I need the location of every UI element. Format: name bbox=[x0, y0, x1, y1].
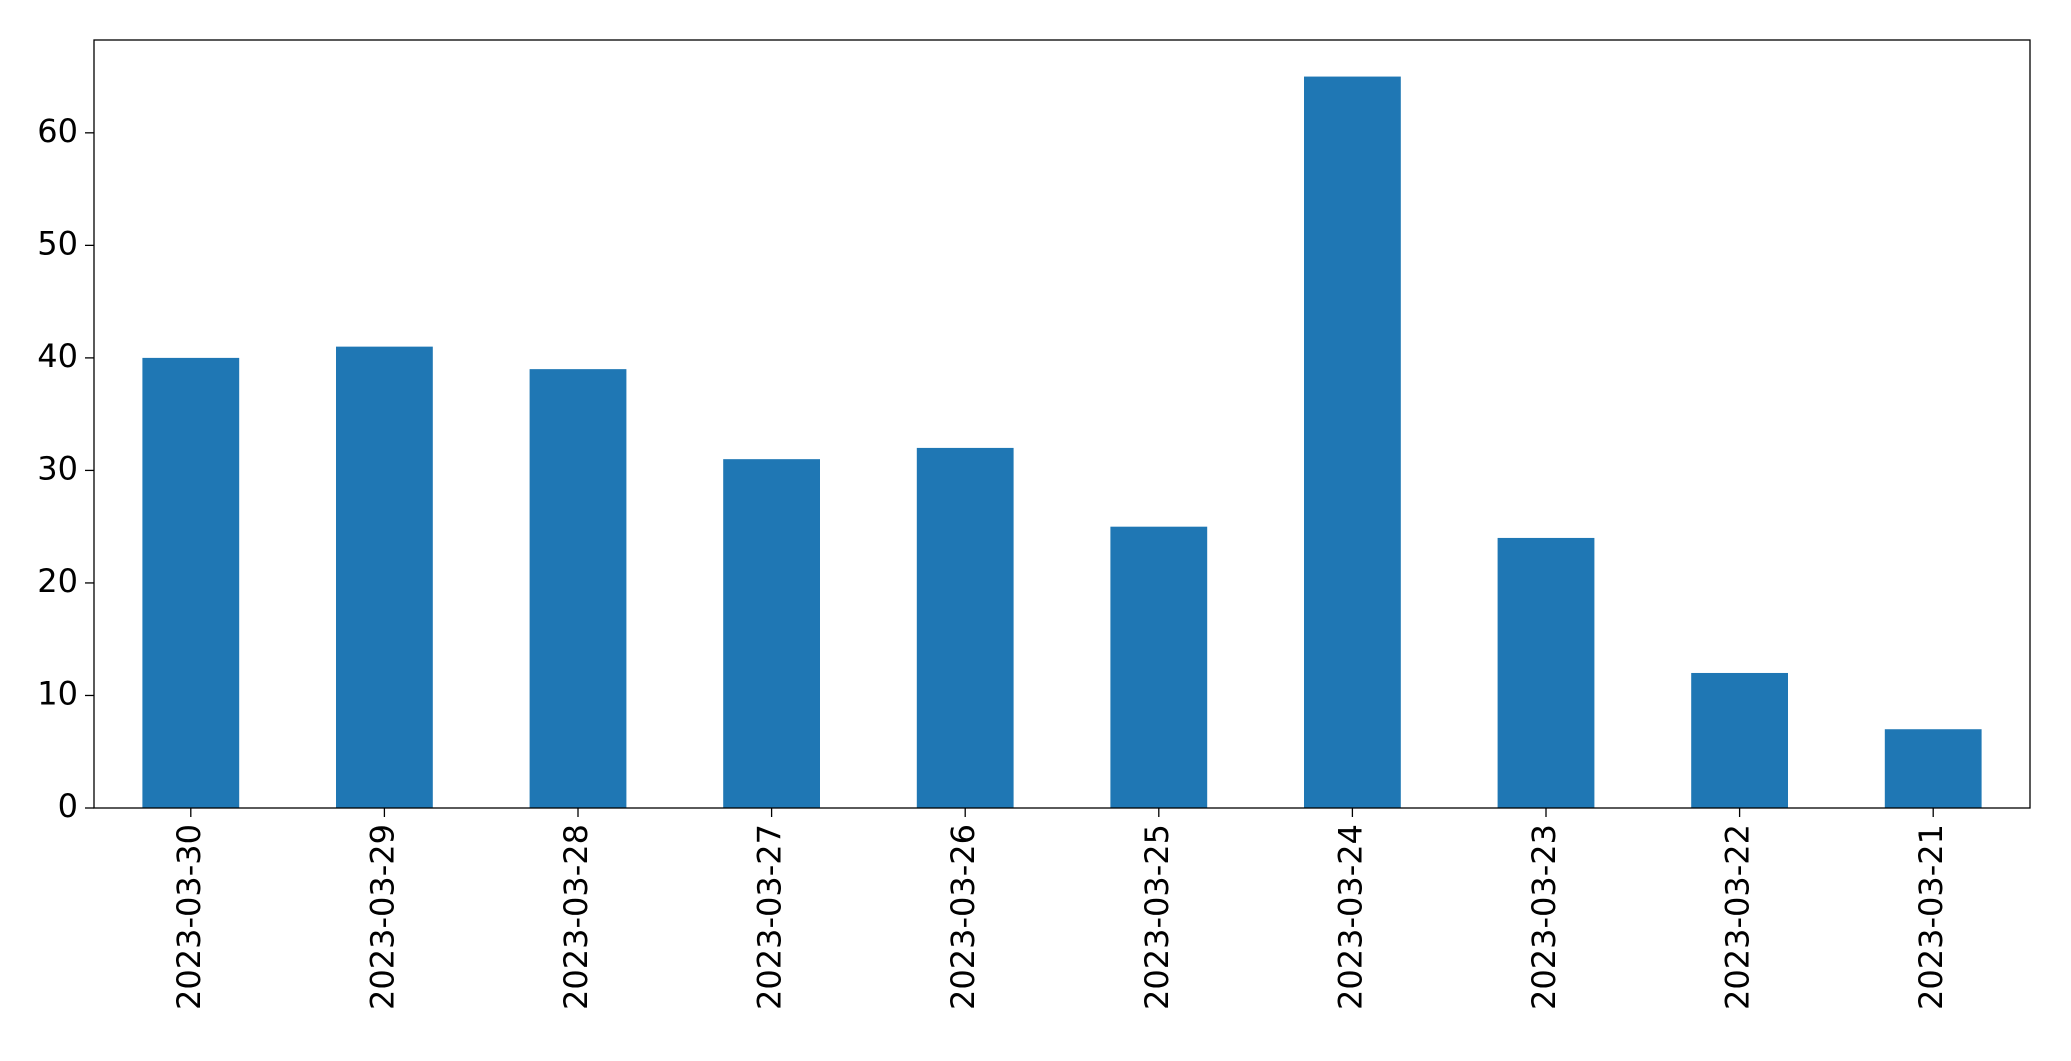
bar bbox=[1691, 672, 1788, 808]
x-tick-label: 2023-03-24 bbox=[1331, 824, 1369, 1010]
bar bbox=[723, 459, 820, 808]
axes-frame bbox=[93, 39, 2031, 809]
x-tick-label: 2023-03-21 bbox=[1912, 824, 1950, 1010]
y-tick-label: 20 bbox=[37, 562, 78, 600]
y-tick-label: 60 bbox=[37, 112, 78, 150]
x-tick-label: 2023-03-25 bbox=[1138, 824, 1176, 1010]
bar bbox=[336, 346, 433, 808]
x-tick-label: 2023-03-22 bbox=[1719, 824, 1757, 1010]
x-tick-label: 2023-03-29 bbox=[363, 824, 401, 1010]
y-tick-label: 0 bbox=[58, 787, 78, 825]
bar bbox=[1110, 526, 1208, 808]
bar bbox=[142, 357, 240, 808]
bar bbox=[1884, 729, 1982, 808]
bar bbox=[1304, 76, 1401, 809]
y-tick-label: 10 bbox=[37, 674, 78, 712]
bar bbox=[529, 369, 627, 808]
y-tick-label: 40 bbox=[37, 337, 78, 375]
bar bbox=[1497, 537, 1595, 808]
x-tick-label: 2023-03-28 bbox=[557, 824, 595, 1010]
x-tick-label: 2023-03-26 bbox=[944, 824, 982, 1010]
y-tick-label: 30 bbox=[37, 449, 78, 487]
x-tick-label: 2023-03-27 bbox=[751, 824, 789, 1010]
x-tick-label: 2023-03-30 bbox=[170, 824, 208, 1010]
bar bbox=[916, 447, 1014, 808]
y-tick-label: 50 bbox=[37, 224, 78, 262]
x-tick-label: 2023-03-23 bbox=[1525, 824, 1563, 1010]
